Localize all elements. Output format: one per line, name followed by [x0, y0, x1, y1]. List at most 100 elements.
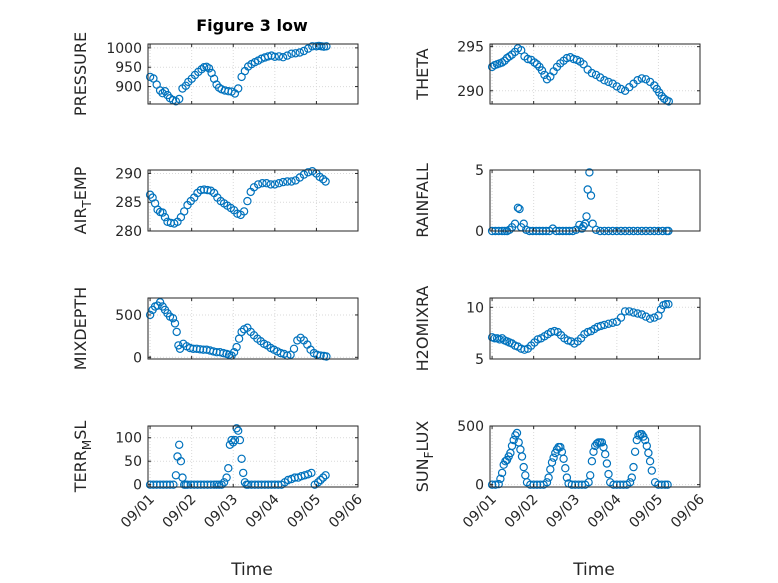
- axes-box: [489, 425, 701, 488]
- data-point: [239, 207, 249, 216]
- ytick-label: 1000: [106, 41, 142, 57]
- data-point: [600, 75, 609, 85]
- data-point: [601, 450, 610, 459]
- ytick-label: 5: [475, 163, 484, 179]
- data-point: [497, 468, 507, 478]
- xtick-label: 09/02: [160, 492, 200, 532]
- data-point: [307, 468, 316, 478]
- xtick-label: 09/03: [201, 492, 241, 532]
- data-point: [291, 49, 300, 58]
- data-point: [270, 52, 279, 62]
- data-point: [602, 459, 612, 468]
- data-point: [291, 176, 300, 185]
- ytick-label: 100: [115, 431, 142, 447]
- data-point: [637, 74, 647, 83]
- data-point: [661, 300, 671, 309]
- data-point: [507, 441, 517, 451]
- data-point: [160, 212, 170, 222]
- data-point: [299, 46, 309, 56]
- data-point: [530, 58, 539, 67]
- data-point: [657, 91, 666, 101]
- data-point: [559, 454, 568, 463]
- yaxis-label: AIRTEMP: [71, 166, 94, 234]
- data-point: [591, 70, 601, 80]
- data-point: [645, 314, 655, 323]
- ytick-label: 5: [475, 352, 484, 368]
- data-point: [505, 225, 514, 234]
- data-point: [604, 469, 613, 479]
- data-point: [224, 464, 233, 473]
- data-point: [219, 478, 229, 487]
- data-point: [258, 178, 267, 188]
- ytick-label: 0: [133, 478, 142, 494]
- data-point: [517, 344, 526, 353]
- data-point: [238, 468, 248, 478]
- data-point: [596, 321, 606, 331]
- subplot-rainfall: 0 5 RAINFALL: [413, 163, 701, 240]
- data-point: [176, 457, 186, 466]
- yaxis-label: RAINFALL: [413, 163, 432, 238]
- data-point: [165, 480, 175, 489]
- data-point: [600, 320, 609, 330]
- series-theta: [487, 44, 674, 106]
- data-point: [303, 168, 313, 177]
- data-point: [313, 478, 323, 487]
- data-point: [647, 466, 657, 475]
- data-point: [318, 473, 328, 482]
- data-point: [158, 208, 167, 217]
- series-terr-msl: [145, 424, 330, 489]
- subplot-theta: 290 295 THETA: [413, 40, 701, 106]
- axes-box: [489, 43, 701, 105]
- data-point: [627, 473, 637, 482]
- data-point: [629, 462, 638, 472]
- data-point: [204, 64, 214, 73]
- ytick-label: 500: [115, 308, 142, 324]
- ytick-label: 280: [115, 224, 142, 240]
- ytick-label: 285: [115, 195, 142, 211]
- ytick-label: 950: [115, 60, 142, 76]
- yaxis-label: H2OMIXRA: [413, 286, 432, 372]
- data-point: [233, 426, 243, 435]
- data-point: [212, 480, 221, 489]
- data-point: [616, 313, 626, 322]
- data-point: [232, 342, 241, 352]
- data-point: [517, 46, 526, 55]
- data-point: [172, 327, 181, 337]
- data-point: [517, 452, 527, 461]
- data-point: [656, 305, 666, 314]
- data-point: [235, 435, 245, 445]
- data-point: [616, 84, 626, 94]
- data-point: [563, 336, 573, 345]
- data-point: [587, 457, 597, 466]
- data-point: [264, 480, 273, 489]
- data-point: [316, 475, 325, 485]
- data-point: [308, 166, 317, 176]
- xtick-label: 09/04: [585, 491, 625, 531]
- data-point: [660, 480, 670, 489]
- yaxis-label: THETA: [413, 48, 432, 100]
- data-point: [625, 478, 635, 487]
- data-point: [562, 473, 572, 482]
- data-point: [229, 348, 239, 357]
- data-point: [663, 480, 672, 489]
- data-point: [155, 86, 165, 95]
- data-point: [155, 298, 165, 307]
- data-point: [537, 66, 547, 75]
- data-point: [579, 60, 588, 69]
- subplot-sun-flux: 0 500 SUNFLUX 09/01 09/02 09/03 09/04 09/05 09/0…: [413, 419, 708, 531]
- data-point: [145, 310, 155, 320]
- xtick-label: 09/06: [668, 491, 708, 531]
- subplot-mixdepth: 0 500 MIXDEPTH: [71, 287, 359, 370]
- data-point: [664, 300, 673, 309]
- data-point: [604, 319, 613, 328]
- data-point: [321, 471, 330, 480]
- plot-area: [490, 426, 700, 487]
- figure-title: Figure 3 low: [196, 16, 308, 35]
- data-point: [547, 458, 557, 467]
- series-pressure: [145, 41, 331, 106]
- data-point: [645, 457, 655, 466]
- plot-area: [490, 170, 700, 231]
- series-h2omixra: [487, 300, 673, 354]
